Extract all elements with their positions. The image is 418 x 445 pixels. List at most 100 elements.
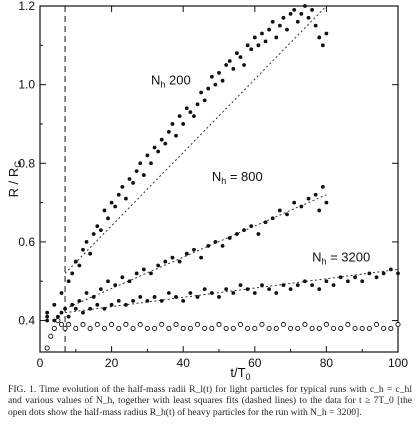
data-point (177, 259, 182, 264)
data-point (98, 228, 103, 233)
data-point (324, 200, 329, 205)
data-point (174, 295, 178, 299)
data-point (181, 298, 186, 303)
data-point (299, 204, 304, 209)
x-tick-label: 0 (37, 356, 44, 370)
data-point (77, 263, 82, 268)
data-point (45, 318, 50, 323)
data-point (281, 15, 286, 20)
data-point (320, 184, 325, 189)
data-point-open (159, 321, 165, 328)
data-point-open (223, 325, 229, 331)
data-point (292, 8, 297, 12)
data-point (220, 78, 225, 83)
data-point-open (130, 325, 136, 331)
data-point (224, 287, 229, 291)
data-point-open (237, 321, 244, 328)
data-point-open (295, 325, 301, 331)
data-point-open (288, 325, 294, 331)
data-point (306, 15, 311, 20)
data-point (202, 287, 207, 291)
data-point (285, 212, 289, 217)
data-point (256, 232, 261, 236)
data-point (102, 208, 107, 213)
data-point (73, 306, 78, 311)
data-point (95, 224, 100, 229)
data-point-open (309, 325, 315, 331)
data-point (59, 291, 64, 295)
data-point (45, 310, 50, 315)
data-point (127, 177, 132, 181)
data-point (127, 279, 132, 284)
data-point (245, 287, 250, 291)
data-point (159, 137, 164, 142)
data-point (124, 196, 128, 201)
data-point (156, 149, 161, 154)
data-point-open (173, 321, 179, 328)
data-point (109, 302, 114, 307)
y-tick-label: 1.0 (18, 78, 35, 92)
data-point (52, 302, 57, 307)
data-point (109, 200, 114, 205)
data-point-open (202, 325, 208, 331)
data-point-open (123, 321, 129, 328)
data-point-open (302, 321, 308, 328)
data-point (81, 247, 85, 252)
x-tick-label: 60 (248, 356, 262, 370)
data-point (274, 35, 279, 40)
data-point (159, 298, 164, 303)
fit-lines (64, 5, 399, 314)
y-tick-label: 0.8 (18, 156, 35, 170)
data-point (192, 114, 196, 118)
data-point-open (180, 325, 186, 331)
fit-line (64, 5, 327, 274)
data-point (324, 31, 329, 36)
data-point (209, 74, 214, 79)
data-point (277, 23, 282, 28)
data-point-open (388, 325, 394, 331)
data-point-open (55, 317, 61, 324)
data-point-open (51, 325, 57, 331)
data-point (120, 184, 125, 189)
data-point (102, 306, 107, 311)
data-point (116, 298, 121, 303)
data-point (217, 295, 221, 299)
data-point (345, 279, 350, 284)
data-point (134, 169, 139, 174)
data-point-open (338, 325, 344, 331)
data-point (281, 283, 286, 288)
data-point (66, 279, 71, 284)
data-point (313, 23, 318, 28)
data-point-open (273, 325, 279, 331)
data-point (138, 161, 143, 166)
data-point (170, 255, 175, 260)
data-point (141, 267, 146, 272)
data-point-open (166, 325, 172, 331)
x-tick-label: 80 (320, 356, 334, 370)
data-point (320, 43, 325, 48)
data-point-open (73, 325, 79, 331)
data-point-open (209, 325, 215, 331)
data-point (59, 310, 64, 315)
data-point (145, 298, 150, 303)
data-point (106, 216, 110, 221)
data-point (277, 208, 282, 213)
data-point (213, 240, 218, 244)
data-point-open (266, 325, 272, 331)
data-point (188, 291, 193, 295)
data-point (138, 295, 143, 299)
data-point-open (359, 325, 365, 331)
data-point (235, 232, 239, 236)
data-point (163, 259, 168, 264)
data-point (177, 114, 182, 118)
data-point (156, 263, 161, 268)
data-point (116, 192, 121, 197)
data-point (88, 306, 93, 311)
data-point (106, 279, 110, 284)
x-axis-label: t/T0 (230, 365, 250, 380)
y-tick-label: 0.4 (18, 314, 35, 328)
data-point (166, 129, 171, 134)
data-point (310, 283, 314, 288)
data-point (263, 39, 268, 44)
data-point (81, 310, 85, 315)
